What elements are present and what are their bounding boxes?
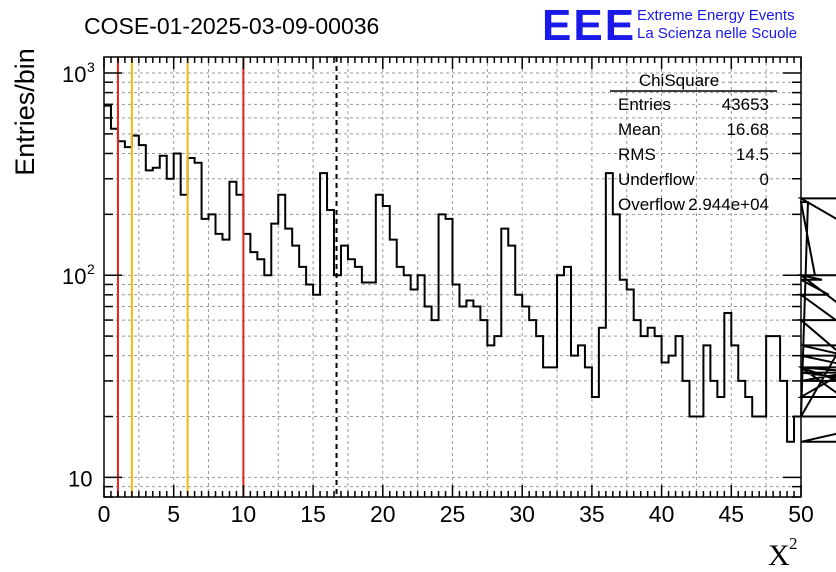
stats-row-value: 14.5	[736, 145, 769, 164]
threshold-lines	[116, 57, 338, 497]
stats-row-value: 43653	[722, 95, 769, 114]
x-tick-label: 20	[370, 501, 396, 527]
x-tick-label: 45	[719, 501, 745, 527]
logo-line-2: La Scienza nelle Scuole	[637, 25, 797, 42]
stats-row-label: Mean	[618, 120, 661, 139]
x-axis-label: X 2	[768, 534, 798, 572]
stats-title: ChiSquare	[639, 71, 719, 90]
stats-box: ChiSquare Entries 43653 Mean 16.68 RMS 14.5 Un…	[610, 71, 777, 214]
stats-row-value: 16.68	[726, 120, 769, 139]
x-axis-label-exponent: 2	[789, 534, 798, 553]
logo-line-1: Extreme Energy Events	[637, 7, 795, 24]
stats-row-label: Overflow	[618, 195, 686, 214]
y-axis-label: Entries/bin	[10, 48, 40, 176]
x-tick-label: 35	[579, 501, 605, 527]
y-tick-label-exponent: 2	[87, 261, 95, 277]
y-tick-label-base: 10	[62, 62, 86, 87]
eee-logo-letters: EEE	[542, 1, 636, 50]
x-axis-label-base: X	[768, 539, 790, 572]
chart-title: COSE-01-2025-03-09-00036	[84, 13, 379, 39]
y-tick-label-base: 10	[68, 466, 92, 491]
y-tick-label: 10 2	[62, 261, 95, 289]
x-tick-label: 0	[98, 501, 111, 527]
x-tick-label: 5	[167, 501, 180, 527]
y-tick-label: 10 3	[62, 59, 95, 87]
x-tick-labels: 0 5 10 15 20 25 30 35 40 45 50	[98, 501, 814, 527]
stats-row-label: RMS	[618, 145, 656, 164]
grid	[104, 57, 801, 498]
x-tick-label: 40	[649, 501, 675, 527]
y-tick-label: 10	[68, 466, 92, 491]
stats-row-value: 2.944e+04	[688, 195, 769, 214]
y-tick-label-base: 10	[62, 264, 86, 289]
x-tick-label: 15	[300, 501, 326, 527]
x-tick-label: 50	[788, 501, 814, 527]
eee-logo: EEE Extreme Energy Events La Scienza nel…	[542, 1, 797, 50]
x-tick-label: 10	[231, 501, 257, 527]
stats-row-label: Entries	[618, 95, 671, 114]
axis-ticks	[103, 57, 802, 498]
x-tick-label: 30	[509, 501, 535, 527]
stats-row-value: 0	[760, 170, 769, 189]
y-tick-label-exponent: 3	[87, 59, 95, 75]
stats-row-label: Underflow	[618, 170, 695, 189]
x-tick-label: 25	[440, 501, 466, 527]
